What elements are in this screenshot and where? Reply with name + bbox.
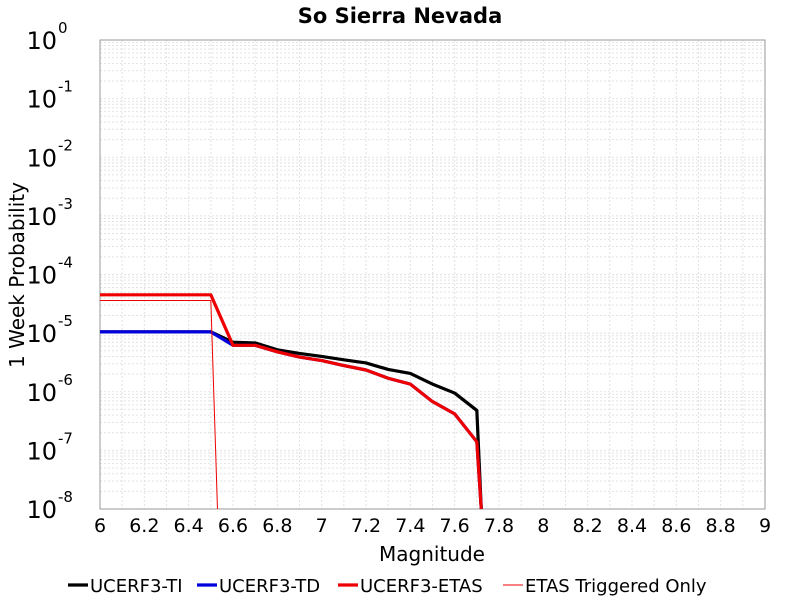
x-tick-label: 6.4 <box>174 515 204 537</box>
legend-item: UCERF3-ETAS <box>338 576 483 597</box>
x-tick-label: 7.6 <box>440 515 470 537</box>
x-tick-label: 8.2 <box>573 515 603 537</box>
y-tick-exponent: -7 <box>58 429 73 447</box>
y-tick-label: 10 -8 <box>26 488 73 524</box>
x-tick-label: 8.6 <box>661 515 691 537</box>
x-tick-label: 8.4 <box>617 515 647 537</box>
y-tick-base: 10 <box>26 379 57 407</box>
y-tick-exponent: 0 <box>58 19 68 37</box>
legend-label: UCERF3-TI <box>90 576 183 597</box>
legend-item: UCERF3-TD <box>197 576 320 597</box>
y-axis-title: 1 Week Probability <box>5 182 29 368</box>
y-tick-exponent: -3 <box>58 195 73 213</box>
x-tick-label: 8.8 <box>706 515 736 537</box>
y-tick-exponent: -6 <box>58 371 73 389</box>
y-tick-exponent: -5 <box>58 312 73 330</box>
legend-label: UCERF3-ETAS <box>360 576 483 597</box>
y-tick-base: 10 <box>26 144 57 172</box>
y-tick-exponent: -4 <box>58 254 73 272</box>
y-tick-exponent: -2 <box>58 136 73 154</box>
y-tick-label: 10 -3 <box>26 195 73 231</box>
plot-area <box>99 39 766 510</box>
y-tick-label: 10 -4 <box>26 254 73 290</box>
y-tick-label: 10 -7 <box>26 429 73 465</box>
series-layer <box>100 293 483 510</box>
y-tick-base: 10 <box>26 86 57 114</box>
y-tick-base: 10 <box>26 27 57 55</box>
y-tick-exponent: -8 <box>58 488 73 506</box>
y-tick-label: 10 -5 <box>26 312 73 348</box>
series-line <box>100 330 483 510</box>
series-line <box>100 300 218 510</box>
x-tick-label: 7.8 <box>484 515 514 537</box>
x-tick-label: 7 <box>316 515 328 537</box>
y-tick-label: 10 0 <box>26 19 67 55</box>
x-tick-label: 8 <box>537 515 549 537</box>
x-tick-label: 6.6 <box>218 515 248 537</box>
y-tick-label: 10 -1 <box>26 78 73 114</box>
y-tick-label: 10 -6 <box>26 371 73 407</box>
chart-title: So Sierra Nevada <box>298 4 503 28</box>
y-tick-base: 10 <box>26 320 57 348</box>
x-axis-ticks: 6 6.2 6.4 6.6 6.8 7 7.2 7.4 7.6 7.8 8 8.2 8.4 8.6 8.8 9 <box>94 515 771 537</box>
y-tick-exponent: -1 <box>58 78 73 96</box>
x-tick-label: 6 <box>94 515 106 537</box>
x-tick-label: 6.8 <box>262 515 292 537</box>
legend-label: ETAS Triggered Only <box>525 576 707 597</box>
y-tick-base: 10 <box>26 262 57 290</box>
legend: UCERF3-TI UCERF3-TD UCERF3-ETAS ETAS Trigge… <box>68 576 707 597</box>
series-line <box>100 330 483 510</box>
x-tick-label: 9 <box>759 515 771 537</box>
x-tick-label: 7.2 <box>351 515 381 537</box>
grid <box>99 40 766 510</box>
legend-item: UCERF3-TI <box>68 576 183 597</box>
series-line <box>100 293 483 510</box>
y-tick-label: 10 -2 <box>26 136 73 172</box>
y-tick-base: 10 <box>26 496 57 524</box>
legend-label: UCERF3-TD <box>219 576 320 597</box>
x-tick-label: 7.4 <box>395 515 425 537</box>
y-tick-base: 10 <box>26 437 57 465</box>
x-tick-label: 6.2 <box>129 515 159 537</box>
x-axis-title: Magnitude <box>379 542 485 566</box>
y-tick-base: 10 <box>26 203 57 231</box>
legend-item: ETAS Triggered Only <box>503 576 707 597</box>
